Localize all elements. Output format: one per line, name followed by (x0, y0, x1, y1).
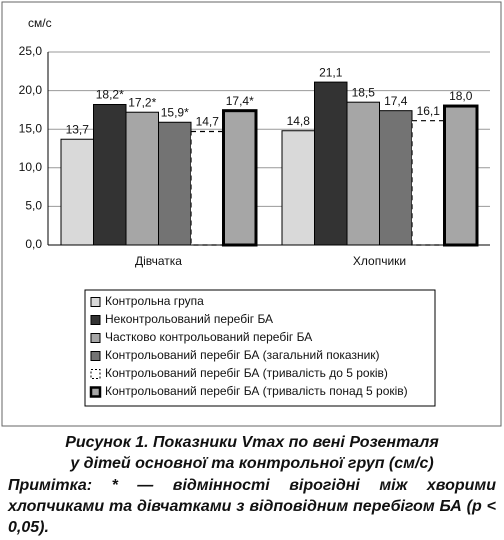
bar (222, 109, 258, 247)
legend-box (84, 289, 436, 407)
bar (281, 130, 315, 246)
legend-label: Контрольований перебіг БА (загальний пок… (105, 348, 380, 362)
value-label: 13,7 (66, 122, 90, 136)
note: Примітка: * — відмінності вірогідні між … (8, 477, 496, 536)
x-tick-label: Хлопчики (353, 254, 406, 268)
bar (93, 103, 127, 246)
bar (443, 104, 479, 247)
legend-swatch (89, 386, 102, 398)
caption-line: Рисунок 1. Показники Vmax по вені Розент… (65, 434, 439, 451)
caption: Рисунок 1. Показники Vmax по вені Розент… (8, 432, 496, 474)
legend-swatch (90, 369, 101, 379)
legend-label: Контрольна група (105, 294, 204, 308)
value-label: 18,5 (352, 85, 376, 99)
bar (411, 120, 446, 246)
legend-swatch (90, 351, 101, 361)
legend-label: Частково контрольований перебіг БА (105, 330, 312, 344)
legend-label: Контрольований перебіг БА (тривалість до… (105, 366, 388, 380)
legend-label: Контрольований перебіг БА (тривалість по… (105, 384, 408, 398)
legend-swatch (90, 315, 101, 325)
legend-swatch (90, 333, 101, 343)
legend-label: Неконтрольований перебіг БА (105, 312, 273, 326)
value-label: 14,7 (196, 115, 220, 129)
bar (158, 121, 192, 246)
bar (314, 81, 348, 246)
y-unit: см/с (28, 16, 52, 30)
value-label: 17,4* (226, 94, 254, 108)
value-label: 18,0 (449, 89, 473, 103)
chart-frame (1, 1, 502, 427)
y-tick-label: 25,0 (19, 44, 43, 58)
y-tick-label: 20,0 (19, 83, 43, 97)
value-label: 18,2* (96, 88, 124, 102)
caption-line: у дітей основної та контрольної груп (см… (70, 455, 434, 472)
y-tick-label: 0,0 (25, 237, 42, 251)
bar (379, 110, 413, 246)
value-label: 21,1 (319, 65, 343, 79)
y-tick-label: 5,0 (25, 199, 42, 213)
bar (346, 101, 380, 246)
value-label: 15,9* (161, 105, 189, 119)
chart: см/с 0,0 5,0 10,0 15,0 20,0 25,0 Дівчатка 13,7 1… (1, 1, 502, 427)
legend-swatch (90, 297, 101, 307)
value-label: 17,4 (384, 94, 408, 108)
bar (60, 138, 94, 246)
bar (190, 130, 225, 246)
value-label: 16,1 (417, 104, 441, 118)
x-tick-label: Дівчатка (135, 254, 182, 268)
value-label: 17,2* (128, 95, 156, 109)
y-tick-label: 10,0 (19, 160, 43, 174)
bar (125, 111, 159, 246)
value-label: 14,8 (287, 114, 311, 128)
y-tick-label: 15,0 (19, 121, 43, 135)
